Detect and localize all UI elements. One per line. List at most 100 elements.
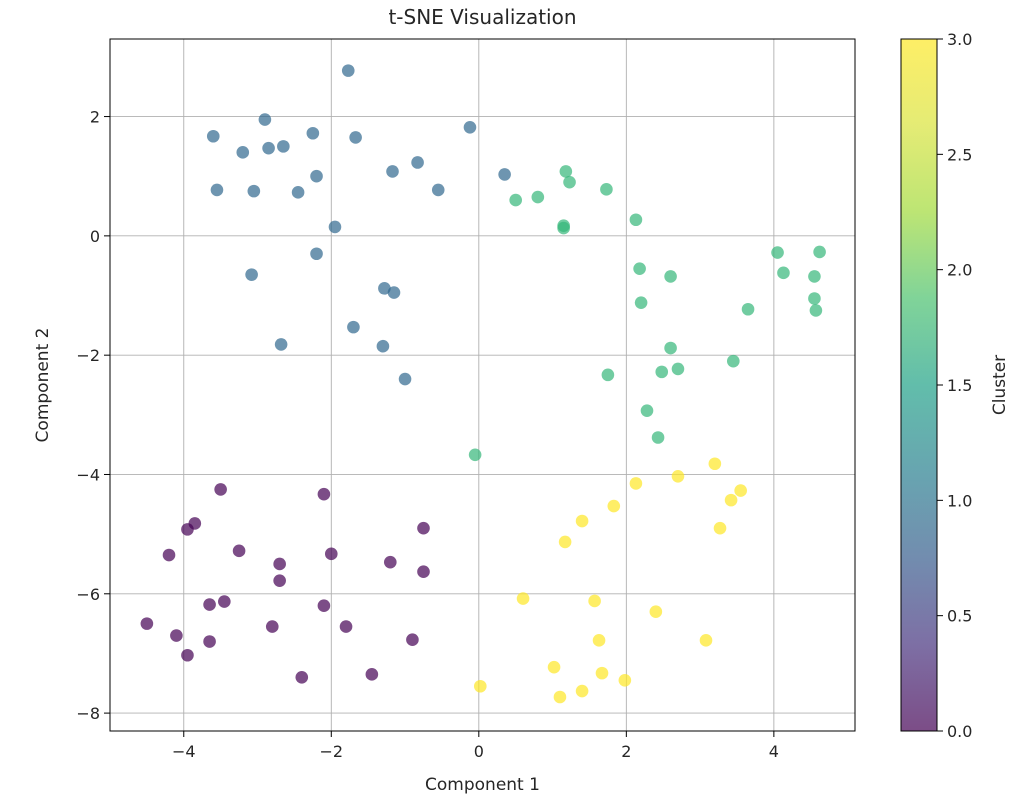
plot-frame — [109, 38, 856, 732]
scatter-point-cluster-1 — [310, 169, 323, 183]
chart-title: t-SNE Visualization — [388, 5, 576, 29]
scatter-point-cluster-2 — [468, 448, 482, 462]
scatter-point-cluster-2 — [655, 365, 669, 379]
scatter-point-cluster-3 — [553, 690, 567, 704]
scatter-point-cluster-0 — [203, 598, 216, 611]
colorbar-tick-label: 3.0 — [947, 30, 972, 49]
x-axis-label: Component 1 — [425, 775, 540, 795]
colorbar-tick-label: 1.5 — [947, 376, 972, 395]
x-tick-label: 0 — [474, 742, 484, 761]
scatter-point-cluster-0 — [406, 633, 419, 647]
scatter-point-cluster-0 — [181, 648, 194, 662]
x-tick-label: 4 — [769, 742, 779, 761]
scatter-point-cluster-0 — [214, 483, 227, 496]
scatter-point-cluster-2 — [531, 190, 545, 204]
scatter-point-cluster-0 — [181, 523, 194, 536]
scatter-point-cluster-0 — [317, 599, 331, 613]
scatter-point-cluster-0 — [324, 547, 338, 561]
scatter-point-cluster-1 — [277, 140, 290, 153]
scatter-point-cluster-1 — [328, 220, 342, 234]
scatter-point-cluster-3 — [724, 493, 738, 507]
scatter-point-cluster-0 — [170, 629, 183, 642]
colorbar-tick-label: 2.5 — [947, 145, 972, 164]
scatter-point-cluster-3 — [671, 469, 685, 483]
colorbar-tick-label: 2.0 — [947, 261, 972, 280]
scatter-point-cluster-3 — [473, 679, 487, 693]
scatter-point-cluster-1 — [411, 156, 424, 169]
scatter-point-cluster-0 — [383, 555, 397, 569]
scatter-point-cluster-2 — [509, 193, 522, 207]
x-tick-label: 2 — [621, 742, 631, 761]
scatter-point-cluster-1 — [378, 282, 391, 295]
scatter-point-cluster-2 — [633, 262, 646, 275]
scatter-point-cluster-0 — [273, 574, 286, 587]
scatter-point-cluster-1 — [236, 146, 250, 159]
scatter-point-cluster-3 — [588, 594, 601, 608]
scatter-point-cluster-2 — [808, 270, 821, 283]
scatter-point-cluster-0 — [339, 620, 353, 633]
scatter-point-cluster-0 — [140, 617, 154, 630]
scatter-point-cluster-2 — [600, 183, 613, 196]
y-tick-label: −6 — [76, 585, 100, 604]
scatter-point-cluster-2 — [601, 368, 615, 382]
scatter-point-cluster-2 — [651, 431, 665, 444]
scatter-point-cluster-1 — [463, 120, 477, 134]
y-tick-label: 2 — [90, 108, 100, 127]
scatter-point-cluster-0 — [295, 671, 309, 684]
y-tick-label: −4 — [76, 465, 100, 484]
scatter-point-cluster-1 — [387, 286, 401, 299]
scatter-point-cluster-3 — [629, 477, 643, 490]
y-tick-label: 0 — [90, 227, 100, 246]
scatter-point-cluster-1 — [376, 339, 390, 353]
scatter-point-cluster-2 — [640, 404, 654, 417]
scatter-point-cluster-1 — [258, 113, 272, 126]
x-tick-label: −4 — [172, 742, 196, 761]
axes-ticks: −4 −2 0 2 4 −8 −6 −4 −2 0 2 — [76, 108, 779, 761]
scatter-point-cluster-2 — [777, 266, 790, 280]
scatter-point-cluster-3 — [575, 514, 589, 528]
scatter-point-cluster-0 — [273, 557, 286, 571]
scatter-point-cluster-0 — [218, 595, 231, 608]
scatter-point-cluster-2 — [664, 341, 677, 355]
scatter-point-cluster-0 — [232, 544, 246, 558]
scatter-point-cluster-2 — [559, 165, 573, 178]
y-tick-label: −2 — [76, 346, 100, 365]
x-tick-label: −2 — [319, 742, 343, 761]
scatter-point-cluster-1 — [262, 141, 275, 155]
scatter-point-cluster-0 — [365, 668, 379, 681]
scatter-point-cluster-3 — [649, 605, 663, 618]
colorbar-tick-label: 1.0 — [947, 491, 972, 510]
scatter-point-cluster-2 — [664, 270, 677, 283]
scatter-point-cluster-3 — [547, 660, 561, 674]
scatter-point-cluster-2 — [563, 175, 576, 189]
grid-lines — [110, 39, 855, 731]
scatter-point-cluster-1 — [291, 186, 305, 199]
scatter-point-cluster-1 — [349, 131, 362, 144]
scatter-point-cluster-2 — [671, 362, 685, 376]
colorbar-tick-label: 0.0 — [947, 722, 972, 741]
scatter-point-cluster-0 — [162, 548, 176, 562]
scatter-point-cluster-3 — [618, 673, 632, 687]
scatter-point-cluster-3 — [708, 457, 722, 471]
scatter-point-cluster-0 — [417, 521, 430, 535]
scatter-point-cluster-0 — [317, 487, 331, 501]
scatter-point-cluster-1 — [498, 168, 511, 181]
scatter-point-cluster-0 — [417, 565, 430, 579]
scatter-point-cluster-2 — [726, 354, 740, 368]
scatter-point-cluster-3 — [558, 535, 572, 549]
scatter-point-cluster-2 — [629, 213, 643, 227]
scatter-point-cluster-1 — [274, 338, 288, 351]
colorbar-tick-label: 0.5 — [947, 607, 972, 626]
scatter-point-cluster-2 — [809, 304, 823, 317]
scatter-point-cluster-2 — [634, 296, 648, 309]
scatter-point-cluster-1 — [310, 247, 323, 261]
scatter-point-cluster-3 — [713, 521, 727, 535]
scatter-point-cluster-1 — [247, 184, 261, 198]
scatter-point-cluster-2 — [557, 221, 570, 235]
scatter-point-cluster-2 — [813, 245, 826, 259]
scatter-point-cluster-0 — [265, 620, 279, 633]
colorbar: 0.0 0.5 1.0 1.5 2.0 2.5 3.0 — [900, 30, 972, 741]
scatter-point-cluster-1 — [341, 64, 355, 77]
scatter-point-cluster-3 — [734, 484, 747, 497]
